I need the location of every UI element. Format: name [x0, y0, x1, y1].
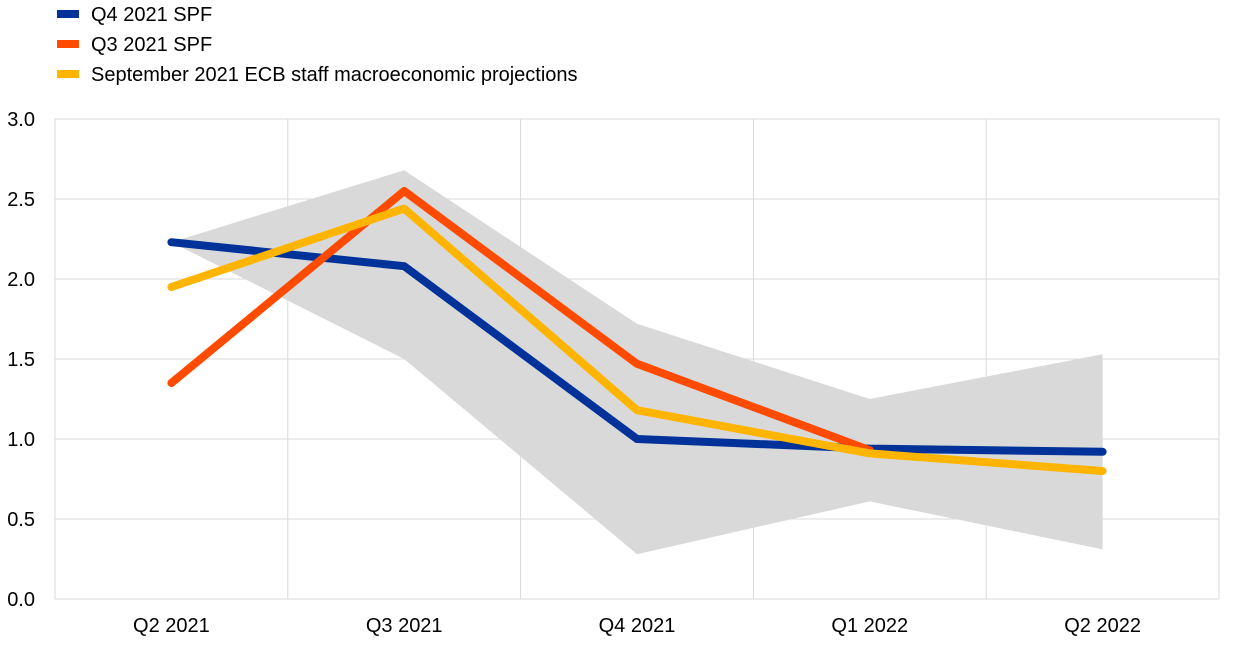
- x-tick-label: Q3 2021: [366, 615, 443, 637]
- y-tick-label: 3.0: [7, 109, 35, 131]
- series-line-2: [167, 187, 874, 455]
- y-axis: 0.0 0.5 1.0 1.5 2.0 2.5 3.0: [7, 109, 35, 611]
- x-tick-label: Q4 2021: [599, 615, 676, 637]
- chart-legend: Q4 2021 SPF Q3 2021 SPF September 2021 ECB…: [57, 4, 578, 86]
- legend-label-2: Q3 2021 SPF: [91, 34, 212, 56]
- x-axis: Q2 2021 Q3 2021 Q4 2021 Q1 2022 Q2 2022: [133, 615, 1141, 637]
- y-tick-label: 2.5: [7, 189, 35, 211]
- series-line-3: [167, 204, 1107, 475]
- y-tick-label: 1.5: [7, 349, 35, 371]
- x-tick-label: Q2 2021: [133, 615, 210, 637]
- series-layer: [167, 187, 1107, 475]
- y-tick-label: 1.0: [7, 429, 35, 451]
- legend-label-1: Q4 2021 SPF: [91, 4, 212, 26]
- x-tick-label: Q2 2022: [1064, 615, 1141, 637]
- y-tick-label: 0.5: [7, 509, 35, 531]
- legend-label-3: September 2021 ECB staff macroeconomic p…: [91, 64, 578, 86]
- x-tick-label: Q1 2022: [831, 615, 908, 637]
- y-tick-label: 0.0: [7, 589, 35, 611]
- y-tick-label: 2.0: [7, 269, 35, 291]
